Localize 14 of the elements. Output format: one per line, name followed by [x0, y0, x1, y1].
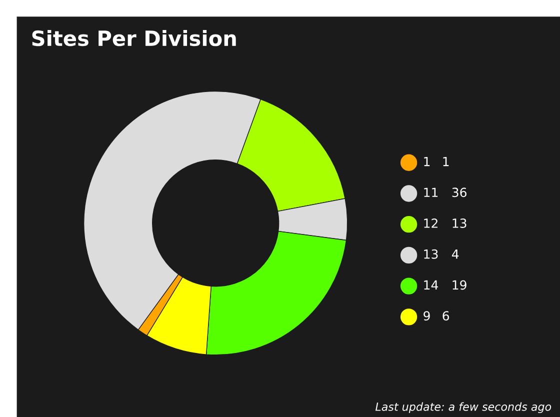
data-label: 1	[443, 156, 449, 166]
legend-label: 13	[424, 249, 438, 259]
legend-label: 14	[424, 280, 438, 290]
legend-label: 9	[424, 311, 430, 321]
data-label: 13	[452, 218, 466, 228]
legend-label: 1	[424, 156, 430, 166]
legend-label: 12	[424, 218, 438, 228]
data-label: 19	[452, 280, 466, 290]
legend-label: 11	[424, 188, 438, 197]
data-label: 36	[452, 188, 466, 198]
text: Last update: a few seconds ago	[375, 402, 552, 414]
data-label: 6	[442, 311, 450, 321]
chart-title: Sites Per Division	[32, 30, 236, 46]
data-label: 4	[452, 250, 459, 259]
